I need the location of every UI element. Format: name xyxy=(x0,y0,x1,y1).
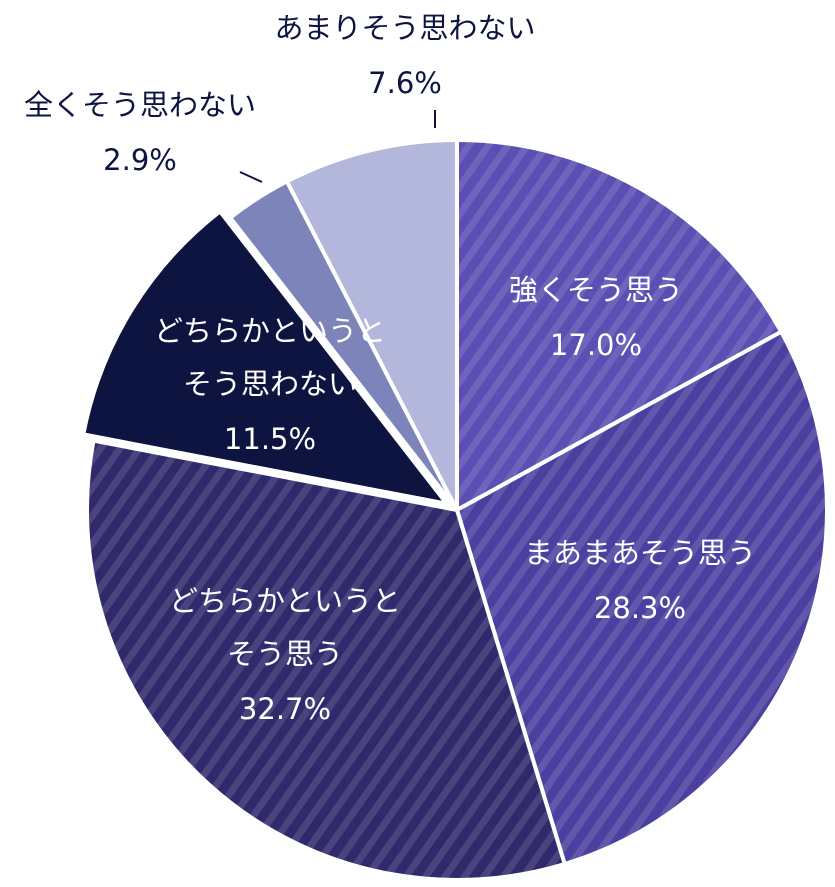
slice-label: あまりそう思わない xyxy=(274,11,535,45)
value-label: 28.3% xyxy=(594,591,686,625)
value-label: 2.9% xyxy=(103,143,177,177)
slice-label: そう思う xyxy=(227,637,343,671)
slice-label: どちらかというと xyxy=(169,584,401,618)
slice-label: まあまあそう思う xyxy=(524,536,756,570)
slice-label: どちらかというと xyxy=(154,314,386,348)
pie-slice xyxy=(284,137,459,511)
pie-slice xyxy=(80,208,452,507)
leader-line xyxy=(239,171,263,183)
value-label: 32.7% xyxy=(239,692,331,726)
slice-label: 全くそう思わない xyxy=(24,88,256,122)
value-label: 17.0% xyxy=(550,328,642,362)
value-label: 7.6% xyxy=(368,66,442,100)
value-label: 11.5% xyxy=(224,422,316,456)
slice-label: そう思わない xyxy=(183,367,357,401)
slice-label: 強くそう思う xyxy=(509,273,683,307)
